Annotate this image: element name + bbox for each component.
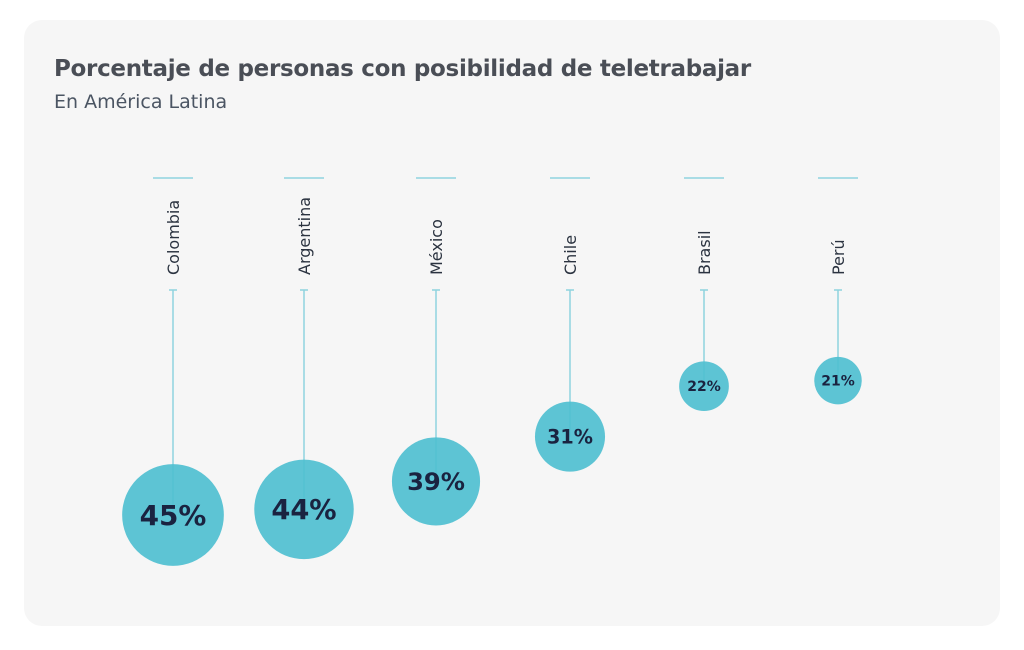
category-label: Brasil — [695, 230, 714, 275]
category-label: Perú — [829, 239, 848, 275]
data-label: 21% — [821, 374, 855, 390]
data-label: 31% — [547, 426, 593, 449]
chart-title: Porcentaje de personas con posibilidad d… — [54, 56, 751, 82]
bubble — [391, 437, 481, 526]
data-label: 45% — [140, 499, 207, 532]
bubble — [679, 361, 729, 412]
category-label: Colombia — [164, 200, 183, 275]
data-label: 22% — [687, 379, 721, 395]
bubble — [814, 356, 862, 405]
bubble — [254, 459, 354, 560]
chart-subtitle: En América Latina — [54, 91, 228, 113]
bubble — [122, 464, 224, 566]
bubble — [534, 401, 606, 472]
category-label: Chile — [561, 235, 580, 275]
data-label: 44% — [271, 495, 336, 526]
data-label: 39% — [407, 468, 465, 496]
category-label: Argentina — [295, 197, 314, 275]
category-label: México — [427, 219, 446, 275]
